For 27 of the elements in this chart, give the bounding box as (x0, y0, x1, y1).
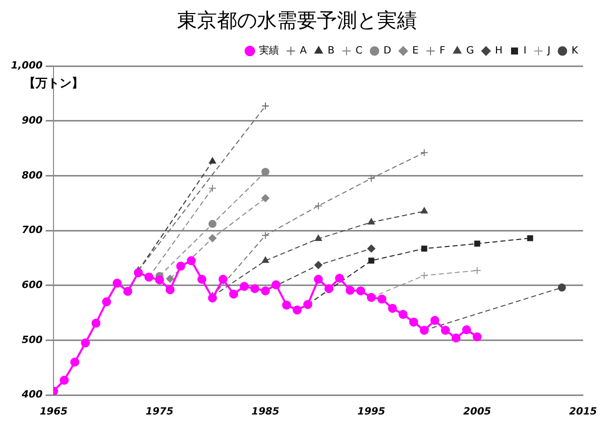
y-axis-title: 【万トン】 (24, 76, 84, 90)
y-tick-label: 400 (20, 390, 43, 401)
legend-label: B (328, 46, 335, 57)
x-tick-label: 1975 (146, 406, 174, 418)
legend-label: G (466, 46, 474, 57)
legend-label: 実績 (258, 44, 279, 57)
legend-label: H (495, 46, 503, 57)
y-tick-label: 500 (22, 334, 43, 346)
x-tick-label: 1995 (357, 406, 386, 418)
x-tick-label: 2015 (569, 406, 598, 418)
legend-label: E (412, 46, 419, 57)
y-tick-label: 600 (22, 280, 43, 291)
y-tick-label: 700 (22, 225, 43, 236)
y-tick-label: 900 (22, 115, 43, 126)
y-tick-label: 800 (22, 170, 43, 182)
x-tick-label: 1985 (251, 406, 280, 418)
legend-label: D (384, 46, 392, 57)
legend-label: J (546, 46, 550, 57)
legend-label: F (440, 46, 446, 57)
legend-label: C (356, 46, 363, 57)
legend-label: A (300, 46, 307, 57)
x-tick-label: 1965 (40, 406, 68, 418)
y-tick-label: 1,000 (10, 60, 43, 72)
x-tick-label: 2005 (463, 406, 492, 418)
legend-label: K (571, 46, 578, 57)
legend-label: I (524, 46, 526, 57)
chart-title: 東京都の水需要予測と実績 (177, 8, 417, 32)
